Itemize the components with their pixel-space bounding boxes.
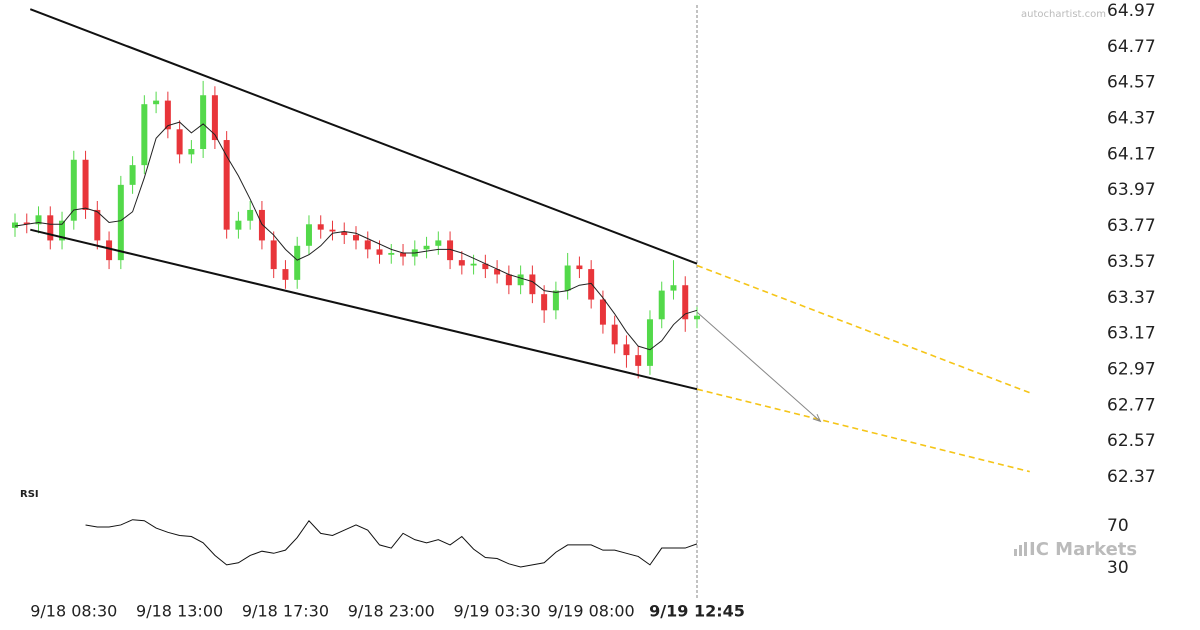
candle-body bbox=[364, 240, 371, 250]
candle-body bbox=[670, 285, 677, 291]
candle-body bbox=[235, 220, 242, 230]
candle-body bbox=[635, 355, 642, 366]
x-tick-label: 9/18 08:30 bbox=[30, 602, 117, 621]
candle-body bbox=[59, 220, 66, 241]
candle-body bbox=[541, 294, 548, 311]
candle-body bbox=[247, 209, 254, 221]
candle-body bbox=[576, 265, 583, 270]
x-tick-label: 9/18 23:00 bbox=[348, 602, 435, 621]
y-tick-label: 63.97 bbox=[1107, 180, 1156, 200]
trend-line bbox=[696, 388, 1030, 473]
candle-body bbox=[564, 265, 571, 291]
candle-body bbox=[176, 129, 183, 155]
y-tick-label: 62.57 bbox=[1107, 431, 1156, 451]
candle-body bbox=[188, 149, 195, 155]
y-tick-label: 63.77 bbox=[1107, 216, 1156, 236]
candle-body bbox=[35, 215, 42, 225]
x-tick-label: 9/19 12:45 bbox=[649, 602, 745, 621]
candle-body bbox=[646, 319, 653, 366]
y-tick-label: 70 bbox=[1107, 516, 1129, 536]
candle-body bbox=[200, 95, 207, 150]
trend-line bbox=[696, 264, 1031, 394]
candle-body bbox=[388, 252, 395, 255]
y-tick-label: 64.17 bbox=[1107, 144, 1156, 164]
candle-body bbox=[106, 240, 113, 261]
candle-body bbox=[211, 95, 218, 141]
candle-body bbox=[458, 260, 465, 266]
candle-body bbox=[94, 209, 101, 241]
y-tick-label: 64.37 bbox=[1107, 109, 1156, 129]
y-tick-label: 62.97 bbox=[1107, 359, 1156, 379]
candle-body bbox=[317, 224, 324, 230]
candle-body bbox=[505, 274, 512, 286]
candle-body bbox=[164, 100, 171, 130]
candle-body bbox=[611, 324, 618, 345]
rsi-line bbox=[85, 519, 698, 568]
x-tick-label: 9/18 17:30 bbox=[242, 602, 329, 621]
rsi-title: RSI bbox=[20, 489, 39, 500]
y-tick-label: 63.57 bbox=[1107, 252, 1156, 272]
trend-line bbox=[29, 8, 698, 265]
candle-body bbox=[141, 104, 148, 166]
candle-body bbox=[153, 100, 160, 105]
y-tick-label: 64.97 bbox=[1107, 1, 1156, 21]
candle-body bbox=[588, 269, 595, 300]
candle-body bbox=[435, 240, 442, 246]
x-tick-label: 9/19 03:30 bbox=[454, 602, 541, 621]
trend-line bbox=[30, 228, 698, 391]
candle-body bbox=[694, 315, 700, 320]
candle-body bbox=[599, 299, 606, 325]
candle-body bbox=[353, 235, 359, 241]
candle-body bbox=[258, 209, 265, 241]
brand: IC Markets bbox=[1029, 539, 1137, 560]
candle-body bbox=[223, 140, 230, 230]
y-tick-label: 63.37 bbox=[1107, 288, 1156, 308]
candle-body bbox=[70, 159, 77, 221]
candle-body bbox=[447, 240, 454, 261]
x-tick-label: 9/19 08:00 bbox=[548, 602, 635, 621]
candle-body bbox=[423, 245, 430, 250]
candle-body bbox=[12, 222, 18, 228]
moving-average bbox=[14, 121, 698, 351]
candle-body bbox=[470, 263, 477, 266]
candle-body bbox=[623, 344, 630, 356]
watermark: autochartist.com bbox=[1021, 9, 1106, 20]
candle-body bbox=[658, 290, 665, 320]
x-tick-label: 9/18 13:00 bbox=[136, 602, 223, 621]
y-tick-label: 62.37 bbox=[1107, 467, 1156, 487]
y-tick-label: 62.77 bbox=[1107, 395, 1156, 415]
candle-body bbox=[552, 290, 559, 311]
candle-body bbox=[494, 269, 501, 275]
candle-body bbox=[529, 274, 536, 295]
candle-body bbox=[400, 252, 407, 257]
candle-body bbox=[282, 269, 289, 280]
candle-body bbox=[270, 240, 277, 270]
candle-body bbox=[329, 229, 336, 232]
candle-body bbox=[341, 231, 348, 236]
candle-body bbox=[129, 165, 136, 185]
candle-body bbox=[117, 184, 124, 261]
candle-body bbox=[305, 224, 312, 246]
forecast-arrow bbox=[696, 311, 822, 423]
candle-body bbox=[23, 222, 30, 225]
candle-body bbox=[47, 215, 54, 241]
y-tick-label: 64.77 bbox=[1107, 37, 1156, 57]
y-tick-label: 63.17 bbox=[1107, 324, 1156, 344]
y-tick-label: 64.57 bbox=[1107, 73, 1156, 93]
candle-body bbox=[294, 245, 301, 280]
candle-body bbox=[682, 285, 689, 320]
candle-body bbox=[82, 159, 89, 210]
candle-body bbox=[517, 274, 524, 286]
candle-body bbox=[482, 263, 489, 270]
candle-body bbox=[376, 249, 383, 255]
brand-logo: IC Markets bbox=[1014, 539, 1137, 560]
y-tick-label: 30 bbox=[1107, 558, 1129, 578]
